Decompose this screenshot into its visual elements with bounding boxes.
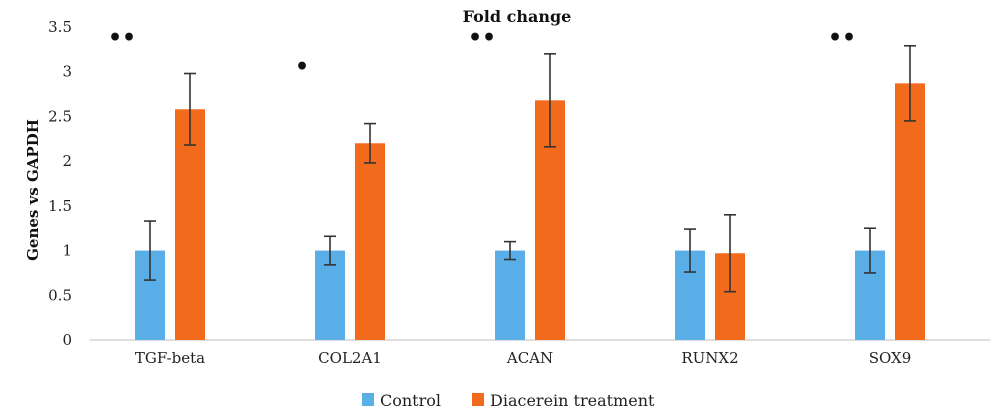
legend-label: Control: [380, 391, 441, 410]
bar-diacerein-treatment: [175, 109, 205, 340]
legend-label: Diacerein treatment: [490, 391, 655, 410]
y-tick-label: 0: [62, 331, 72, 349]
bars: [135, 83, 925, 341]
significance-markers: ••••• ••: [108, 25, 856, 80]
significance-marker: ••: [828, 25, 856, 51]
y-axis-ticks: 0 0.5 1 1.5 2 2.5 3 3.5: [48, 18, 72, 349]
significance-marker: ••: [468, 25, 496, 51]
x-category-label: COL2A1: [318, 349, 382, 367]
x-category-label: RUNX2: [681, 349, 738, 367]
error-bars: [144, 44, 916, 293]
chart-title: Fold change: [463, 7, 572, 26]
y-axis-label: Genes vs GAPDH: [24, 119, 42, 261]
bar-control: [495, 250, 525, 340]
y-tick-label: 1.5: [48, 197, 72, 215]
x-category-label: TGF-beta: [135, 349, 205, 367]
y-tick-label: 0.5: [48, 286, 72, 304]
y-tick-label: 1: [62, 242, 72, 260]
legend-swatch: [472, 393, 484, 406]
y-tick-label: 3.5: [48, 18, 72, 36]
x-category-label: ACAN: [506, 349, 553, 367]
y-tick-label: 3: [62, 63, 72, 81]
bar-diacerein-treatment: [355, 143, 385, 340]
y-tick-label: 2.5: [48, 107, 72, 125]
bar-diacerein-treatment: [895, 83, 925, 340]
y-tick-label: 2: [62, 152, 72, 170]
x-axis-labels: TGF-beta COL2A1 ACAN RUNX2 SOX9: [135, 349, 911, 367]
significance-marker: •: [295, 54, 309, 80]
significance-marker: ••: [108, 25, 136, 51]
x-category-label: SOX9: [869, 349, 912, 367]
legend: Control Diacerein treatment: [362, 391, 655, 410]
legend-swatch: [362, 393, 374, 406]
